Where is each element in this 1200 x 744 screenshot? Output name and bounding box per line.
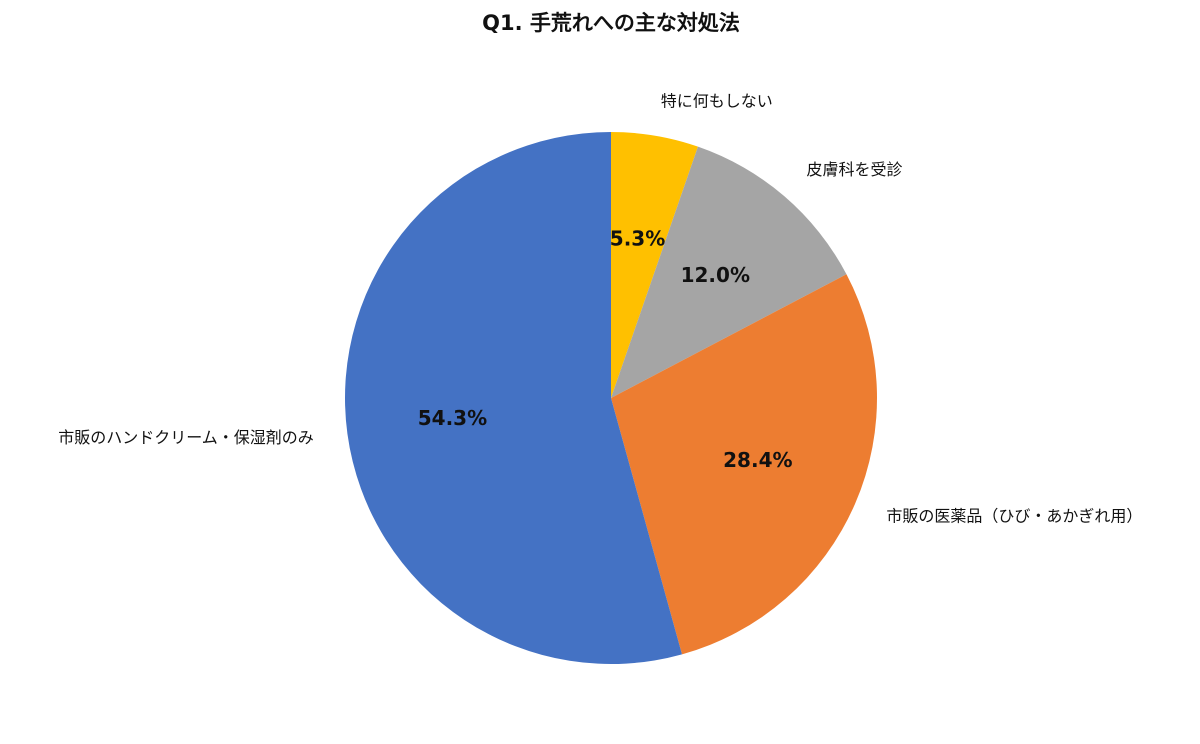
pie-slice — [611, 146, 847, 398]
data-label: 5.3% — [610, 227, 665, 251]
data-label: 28.4% — [723, 448, 792, 472]
pie-slice — [345, 132, 682, 664]
data-label: 54.3% — [418, 406, 487, 430]
category-label: 皮膚科を受診 — [807, 160, 903, 179]
category-label: 特に何もしない — [661, 92, 773, 111]
category-label: 市販のハンドクリーム・保湿剤のみ — [58, 428, 314, 447]
chart-title: Q1. 手荒れへの主な対処法 — [482, 11, 740, 35]
data-label: 12.0% — [681, 263, 750, 287]
category-label: 市販の医薬品（ひび・あかぎれ用） — [886, 507, 1142, 526]
pie-slice — [611, 274, 878, 655]
pie-slice — [611, 132, 698, 398]
